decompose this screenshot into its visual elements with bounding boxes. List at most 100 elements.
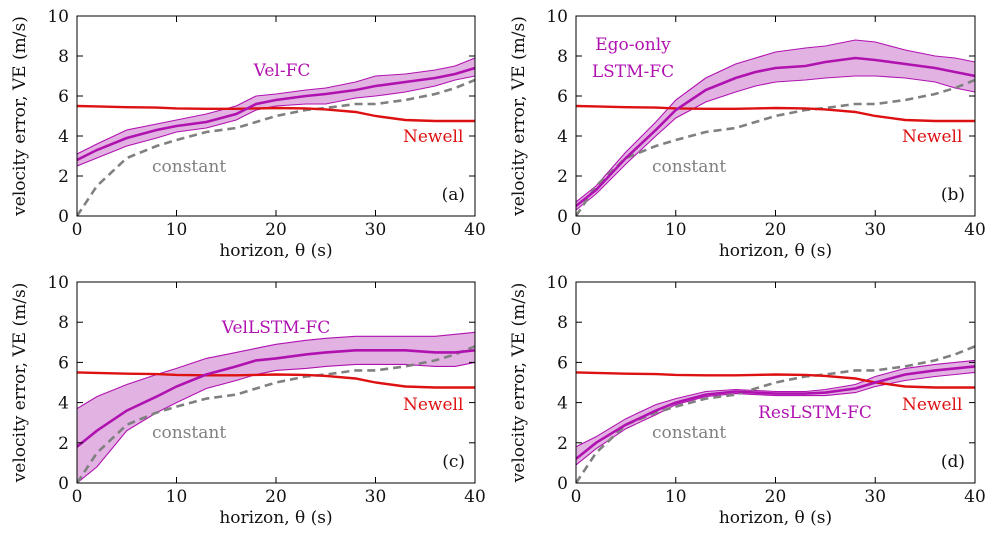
axes-frame	[575, 281, 976, 484]
model-lower-line	[576, 75, 975, 211]
x-tick-label: 0	[72, 487, 83, 507]
model-upper-line	[576, 39, 975, 203]
constant-line	[576, 78, 975, 216]
model-label: ResLSTM-FC	[758, 403, 872, 423]
y-tick-label: 4	[557, 127, 568, 147]
y-tick-label: 0	[58, 474, 69, 494]
model-mean-line	[576, 56, 975, 208]
newell-label: Newell	[902, 127, 962, 147]
panel-tag: (b)	[941, 185, 965, 205]
y-tick-label: 8	[58, 313, 69, 333]
y-axis-label: velocity error, VE (m/s)	[10, 16, 30, 217]
model-band	[77, 332, 475, 483]
model-label: Vel-FC	[253, 61, 311, 81]
constant-label: constant	[652, 157, 726, 177]
x-tick-label: 20	[265, 487, 287, 507]
x-tick-label: 20	[765, 487, 787, 507]
newell-label: Newell	[403, 127, 463, 147]
plot-area	[576, 345, 975, 483]
constant-line	[77, 345, 475, 483]
x-tick-label: 30	[365, 220, 387, 240]
x-tick-label: 0	[72, 220, 83, 240]
x-tick-label: 30	[864, 487, 886, 507]
x-axis-label: horizon, θ (s)	[219, 508, 332, 528]
x-tick-label: 0	[571, 487, 582, 507]
newell-line	[77, 104, 475, 123]
x-tick-label: 40	[464, 487, 486, 507]
model-lower-line	[77, 75, 475, 167]
x-tick-label: 40	[964, 220, 986, 240]
model-lower-line	[576, 371, 975, 466]
y-axis-label: velocity error, VE (m/s)	[509, 16, 529, 217]
model-upper-line	[77, 57, 475, 155]
plot-area	[576, 39, 975, 216]
panel-tag: (a)	[442, 185, 465, 205]
x-tick-label: 10	[166, 487, 188, 507]
x-tick-label: 0	[571, 220, 582, 240]
panel-tag: (c)	[442, 452, 465, 472]
model-label: Ego-only LSTM-FC	[592, 35, 674, 82]
y-tick-label: 2	[557, 434, 568, 454]
y-tick-label: 2	[58, 434, 69, 454]
newell-label: Newell	[902, 395, 962, 415]
y-tick-label: 6	[557, 353, 568, 373]
panel-a: 0 10 20 30 40 0 2 4 6 8 10 horizon, θ (s) velocity e…	[10, 7, 486, 261]
newell-label: Newell	[403, 395, 463, 415]
model-label: VelLSTM-FC	[221, 318, 330, 338]
axes-frame	[76, 15, 476, 217]
model-mean-line	[77, 66, 475, 162]
panel-tag: (d)	[941, 452, 965, 472]
plot-area	[77, 331, 475, 483]
y-tick-label: 10	[546, 7, 568, 27]
x-tick-label: 10	[665, 487, 687, 507]
model-upper-line	[77, 331, 475, 410]
model-band	[576, 40, 975, 210]
y-tick-label: 8	[557, 313, 568, 333]
y-tick-label: 10	[47, 7, 69, 27]
newell-line	[576, 104, 975, 123]
x-tick-label: 30	[864, 220, 886, 240]
y-axis-label: velocity error, VE (m/s)	[509, 283, 529, 484]
plot-area	[77, 57, 475, 216]
y-tick-label: 8	[557, 47, 568, 67]
model-mean-line	[77, 348, 475, 448]
x-tick-label: 40	[964, 487, 986, 507]
model-lower-line	[77, 361, 475, 483]
x-axis-label: horizon, θ (s)	[719, 508, 832, 528]
y-tick-label: 8	[58, 47, 69, 67]
y-tick-label: 10	[546, 273, 568, 293]
y-tick-label: 10	[47, 273, 69, 293]
y-tick-label: 6	[557, 87, 568, 107]
panel-c: 0 10 20 30 40 0 2 4 6 8 10 horizon, θ (s) velocity e…	[10, 273, 486, 528]
x-tick-label: 20	[265, 220, 287, 240]
y-tick-label: 0	[58, 207, 69, 227]
model-upper-line	[576, 359, 975, 448]
newell-line	[576, 371, 975, 389]
constant-label: constant	[152, 157, 226, 177]
constant-line	[77, 78, 475, 216]
y-tick-label: 0	[557, 207, 568, 227]
y-tick-label: 2	[58, 167, 69, 187]
y-tick-label: 6	[58, 353, 69, 373]
y-tick-label: 4	[557, 394, 568, 414]
constant-label: constant	[152, 423, 226, 443]
y-tick-label: 4	[58, 127, 69, 147]
model-mean-line	[576, 365, 975, 460]
x-tick-label: 10	[166, 220, 188, 240]
panel-d: 0 10 20 30 40 0 2 4 6 8 10 horizon, θ (s) velocity e…	[509, 273, 986, 528]
x-tick-label: 20	[765, 220, 787, 240]
x-tick-label: 40	[464, 220, 486, 240]
x-axis-label: horizon, θ (s)	[719, 241, 832, 261]
newell-line	[77, 371, 475, 389]
constant-label: constant	[652, 423, 726, 443]
y-tick-label: 2	[557, 167, 568, 187]
y-tick-label: 4	[58, 394, 69, 414]
x-tick-label: 30	[365, 487, 387, 507]
panel-b: 0 10 20 30 40 0 2 4 6 8 10 horizon, θ (s) velocity e…	[509, 7, 986, 261]
y-tick-label: 0	[557, 474, 568, 494]
y-axis-label: velocity error, VE (m/s)	[10, 283, 30, 484]
x-tick-label: 10	[665, 220, 687, 240]
x-axis-label: horizon, θ (s)	[219, 241, 332, 261]
y-tick-label: 6	[58, 87, 69, 107]
